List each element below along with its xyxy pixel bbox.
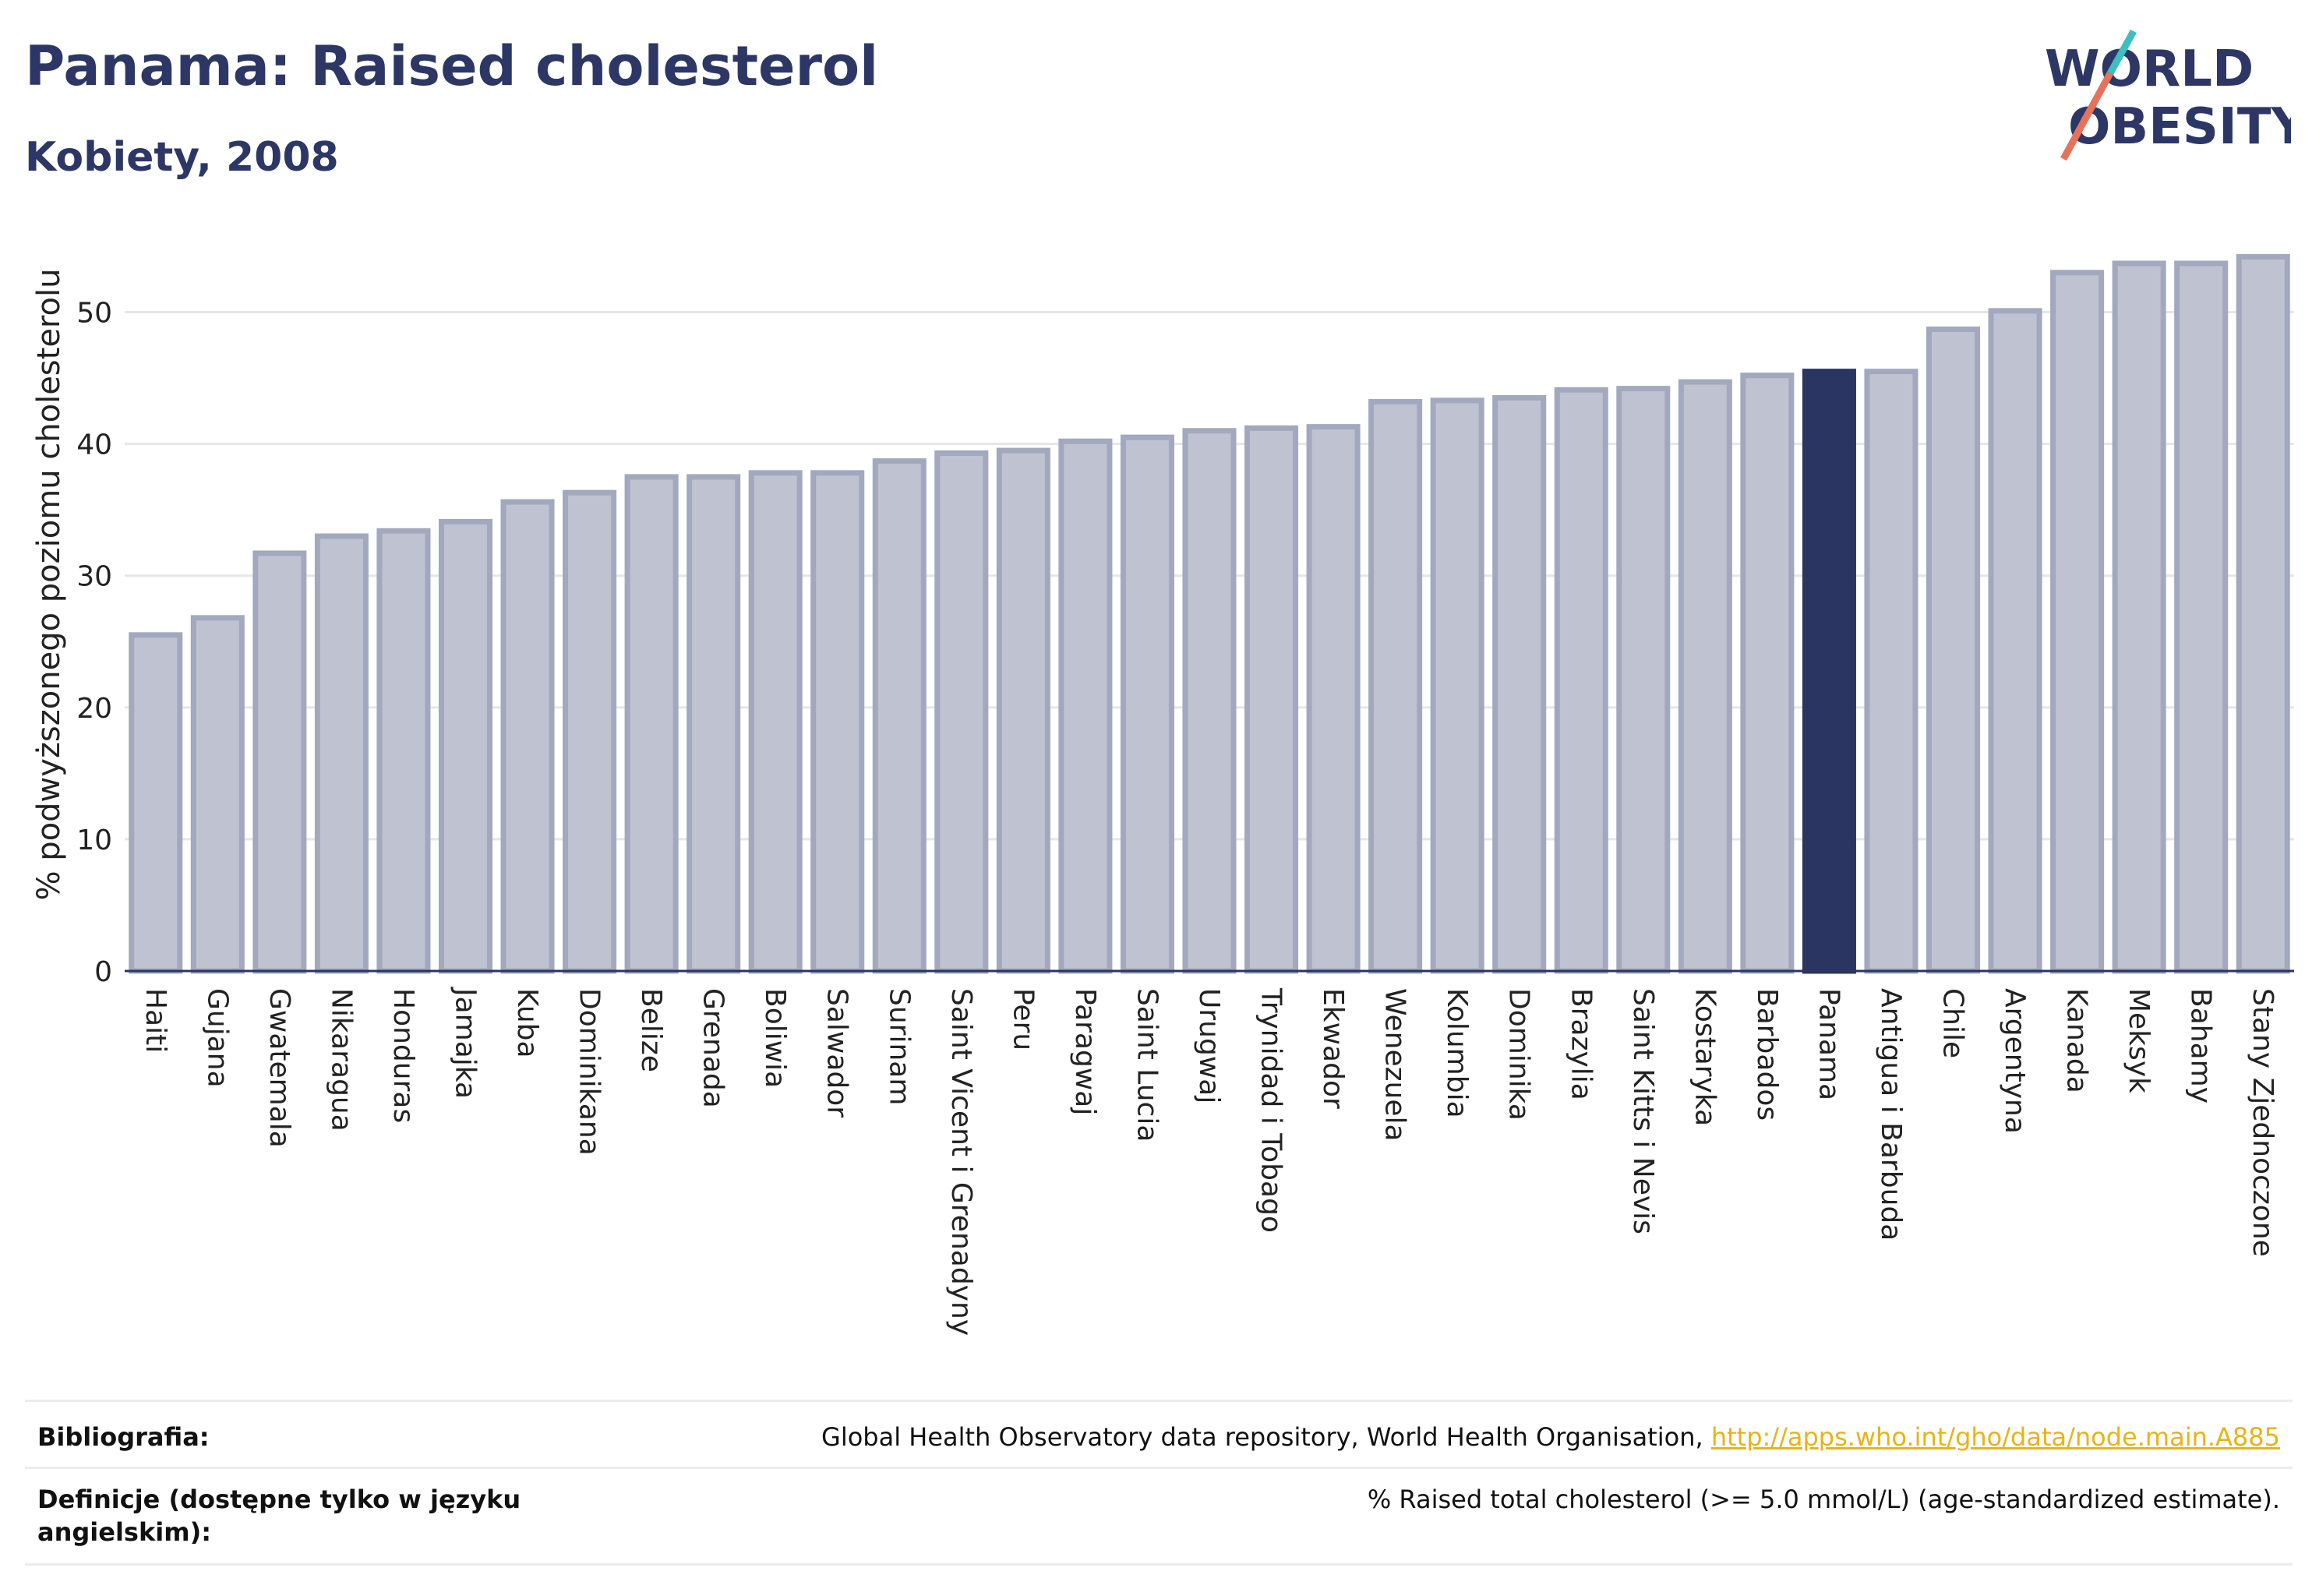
bar: [1988, 308, 2042, 974]
bar: [1058, 438, 1113, 974]
bar: [1368, 399, 1423, 974]
bar: [2112, 260, 2166, 974]
x-tick-label: Boliwia: [759, 988, 791, 1088]
y-axis-ticks: 0 10 20 30 40 50: [76, 298, 112, 988]
bar: [190, 615, 245, 974]
y-tick-label: 20: [76, 693, 112, 725]
x-tick-label: Urugwaj: [1193, 988, 1225, 1103]
bibliography-row: Bibliografia: Global Health Observatory …: [25, 1400, 2293, 1467]
bar: [1306, 424, 1361, 974]
bar: [1740, 373, 1795, 974]
x-tick-label: Kostaryka: [1689, 988, 1721, 1126]
bar: [1864, 369, 1918, 974]
x-tick-label: Gujana: [201, 988, 233, 1088]
y-tick-label: 50: [76, 298, 112, 330]
x-tick-label: Meksyk: [2123, 988, 2155, 1093]
definitions-row: Definicje (dostępne tylko w języku angie…: [25, 1467, 2293, 1566]
x-tick-label: Chile: [1937, 988, 1969, 1058]
x-tick-label: Dominikana: [574, 988, 605, 1156]
x-tick-label: Trynidad i Tobago: [1255, 987, 1287, 1233]
bar: [872, 458, 927, 974]
x-tick-label: Brazylia: [1565, 988, 1597, 1100]
bar: [1244, 425, 1299, 974]
bar: [500, 499, 555, 974]
bar: [129, 632, 183, 974]
y-tick-label: 10: [76, 824, 112, 856]
x-tick-label: Kanada: [2061, 988, 2093, 1093]
y-tick-label: 0: [94, 956, 112, 988]
bar: [810, 470, 865, 974]
logo-slash-teal: [2107, 29, 2137, 76]
x-tick-label: Argentyna: [1999, 988, 2031, 1134]
bar: [687, 474, 741, 974]
bars: [129, 254, 2290, 974]
bar: [1492, 394, 1547, 974]
world-obesity-logo: WORLD OBESITY: [2045, 29, 2291, 161]
footer-table: Bibliografia: Global Health Observatory …: [25, 1400, 2293, 1566]
logo-line1: WORLD: [2045, 41, 2254, 98]
x-tick-label: Kolumbia: [1441, 988, 1473, 1118]
y-axis-label: % podwyższonego poziomu cholesterolu: [31, 269, 67, 901]
bar: [1926, 327, 1981, 974]
x-tick-label: Bahamy: [2185, 988, 2217, 1103]
x-tick-label: Surinam: [883, 988, 915, 1105]
bar: [252, 550, 307, 974]
bar: [376, 528, 431, 974]
x-tick-label: Paragwaj: [1069, 988, 1101, 1115]
bar: [438, 518, 493, 974]
bibliography-value: Global Health Observatory data repositor…: [821, 1421, 2280, 1453]
bar: [624, 474, 679, 974]
bar: [1120, 434, 1174, 974]
x-tick-label: Barbados: [1751, 988, 1783, 1121]
bar: [1430, 397, 1484, 974]
bar: [563, 489, 617, 974]
bar-chart: 0 10 20 30 40 50 Haiti Gujana Gwatemala Nikaragu…: [31, 254, 2294, 1336]
bar: [1616, 386, 1671, 974]
bibliography-link[interactable]: http://apps.who.int/gho/data/node.main.A…: [1710, 1422, 2280, 1452]
bar: [2174, 260, 2229, 974]
definitions-label: Definicje (dostępne tylko w języku angie…: [37, 1485, 521, 1547]
bar: [2236, 254, 2290, 974]
x-tick-label: Nikaragua: [325, 988, 357, 1132]
x-tick-label: Ekwador: [1317, 988, 1349, 1109]
x-tick-label: Saint Lucia: [1131, 988, 1163, 1142]
x-axis-ticks: Haiti Gujana Gwatemala Nikaragua Honduras Jam…: [139, 987, 2279, 1336]
bar: [2050, 270, 2105, 974]
x-tick-label: Grenada: [697, 988, 729, 1108]
x-tick-label: Dominika: [1503, 988, 1535, 1121]
x-tick-label: Honduras: [387, 988, 419, 1123]
x-tick-label: Belize: [635, 988, 667, 1072]
x-tick-label: Haiti: [139, 988, 171, 1053]
x-tick-label: Salwador: [821, 988, 853, 1118]
bar: [1554, 387, 1608, 974]
chart-title: Panama: Raised cholesterol: [25, 34, 879, 98]
bibliography-label: Bibliografia:: [37, 1422, 210, 1452]
y-tick-label: 40: [76, 429, 112, 461]
x-tick-label: Jamajka: [449, 987, 481, 1099]
x-tick-label: Stany Zjednoczone: [2247, 988, 2279, 1257]
chart-subtitle: Kobiety, 2008: [25, 134, 339, 181]
x-tick-label: Peru: [1007, 988, 1039, 1050]
x-tick-label: Wenezuela: [1379, 988, 1411, 1142]
definitions-value: % Raised total cholesterol (>= 5.0 mmol/…: [1367, 1485, 2280, 1514]
bar: [748, 470, 803, 974]
x-tick-label: Saint Kitts i Nevis: [1627, 988, 1659, 1234]
x-tick-label: Antigua i Barbuda: [1875, 988, 1907, 1241]
bibliography-text: Global Health Observatory data repositor…: [821, 1422, 1711, 1452]
bar: [1678, 379, 1732, 974]
bar: [996, 447, 1050, 974]
bar: [934, 450, 989, 974]
logo-slash-red: [2060, 71, 2113, 161]
x-tick-label: Panama: [1813, 988, 1844, 1100]
logo-line2: OBESITY: [2068, 98, 2291, 156]
bar: [1182, 428, 1237, 974]
x-tick-label: Gwatemala: [263, 988, 295, 1148]
x-tick-label: Kuba: [511, 988, 543, 1058]
bar: [1802, 369, 1856, 974]
x-tick-label: Saint Vicent i Grenadyny: [945, 988, 977, 1336]
bar: [314, 533, 369, 974]
y-tick-label: 30: [76, 561, 112, 593]
